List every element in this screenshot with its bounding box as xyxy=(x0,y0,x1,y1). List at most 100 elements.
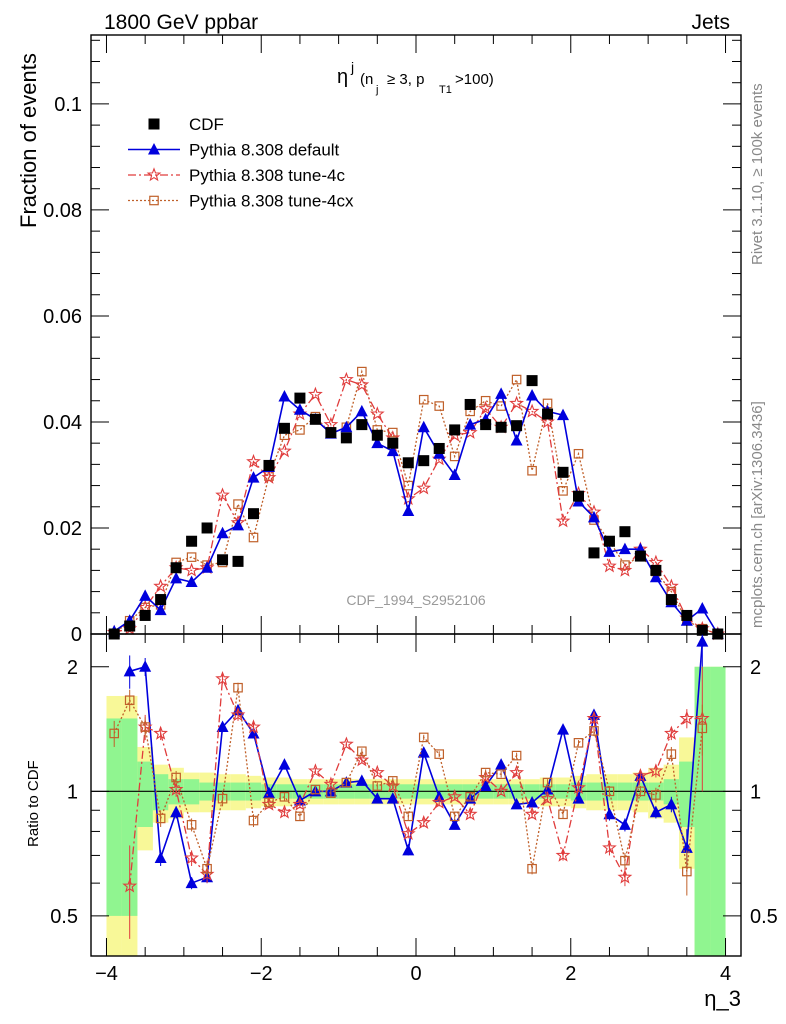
ratio-point-pythia-8-308-tune-4c xyxy=(323,776,339,791)
main-point-pythia-8-308-default xyxy=(618,542,631,555)
main-point-pythia-8-308-tune-4cx xyxy=(248,532,259,543)
ratio-point-pythia-8-308-tune-4c xyxy=(664,725,679,740)
ratio-point-pythia-8-308-default xyxy=(680,841,693,853)
ratio-point-pythia-8-308-default xyxy=(139,660,152,672)
main-point-cdf xyxy=(186,535,198,547)
ratio-point-pythia-8-308-tune-4c xyxy=(122,878,138,893)
ratio-y-tick-label: 1 xyxy=(67,781,78,803)
ratio-point-pythia-8-308-tune-4cx xyxy=(465,792,475,802)
main-point-pythia-8-308-default xyxy=(417,420,430,433)
y-tick-label: 0.08 xyxy=(43,200,82,222)
main-point-cdf xyxy=(681,609,693,621)
ratio-point-pythia-8-308-tune-4cx xyxy=(403,811,414,822)
main-point-pythia-8-308-tune-4c xyxy=(215,487,230,502)
main-point-pythia-8-308-tune-4cx xyxy=(449,451,460,462)
main-point-cdf xyxy=(232,555,244,567)
ratio-point-pythia-8-308-tune-4c xyxy=(493,783,509,798)
green-band-bin xyxy=(137,761,153,827)
main-y-axis-title: Fraction of events xyxy=(16,53,41,228)
main-point-pythia-8-308-tune-4c xyxy=(308,386,323,401)
legend-marker-pythia-8-308-default xyxy=(148,143,160,155)
main-point-cdf xyxy=(201,522,213,534)
main-point-pythia-8-308-tune-4cx xyxy=(233,499,243,509)
main-point-cdf xyxy=(248,508,259,520)
main-point-cdf xyxy=(371,429,383,441)
green-band-bin xyxy=(106,718,122,916)
main-point-cdf xyxy=(603,535,615,547)
main-point-pythia-8-308-default xyxy=(448,468,461,480)
main-point-pythia-8-308-tune-4c xyxy=(540,414,555,429)
ratio-panel-series xyxy=(109,634,710,939)
ratio-point-pythia-8-308-default xyxy=(247,726,260,739)
ratio-point-pythia-8-308-tune-4c xyxy=(633,767,648,783)
ratio-point-pythia-8-308-tune-4c xyxy=(215,671,230,686)
main-point-pythia-8-308-tune-4c xyxy=(664,578,679,593)
main-point-cdf xyxy=(619,526,631,538)
title-eta: η xyxy=(337,66,348,88)
main-point-cdf xyxy=(511,420,523,432)
ratio-point-pythia-8-308-tune-4c xyxy=(277,804,292,819)
main-point-pythia-8-308-tune-4cx xyxy=(357,366,367,377)
y-tick-label: 0.04 xyxy=(43,412,82,434)
ratio-point-pythia-8-308-tune-4cx xyxy=(511,750,522,761)
main-point-pythia-8-308-tune-4c xyxy=(555,513,571,528)
main-point-pythia-8-308-tune-4c xyxy=(416,480,432,495)
axes-and-ticks: −4 −2 0 2 4 0 0.02 0.04 0.06 0.08 0.1 0.5 0.5 1 1 2 2 xyxy=(43,34,778,985)
ratio-point-pythia-8-308-tune-4c xyxy=(555,847,571,862)
title-j-subscript: j xyxy=(375,84,378,96)
main-point-cdf xyxy=(217,554,229,566)
ratio-point-pythia-8-308-tune-4cx xyxy=(233,682,243,693)
ratio-point-pythia-8-308-default xyxy=(216,720,229,733)
main-point-pythia-8-308-tune-4cx xyxy=(186,552,197,562)
ratio-point-pythia-8-308-tune-4cx xyxy=(186,820,197,830)
ratio-point-pythia-8-308-tune-4c xyxy=(679,710,695,725)
main-point-pythia-8-308-default xyxy=(402,504,415,517)
main-point-cdf xyxy=(464,398,476,410)
main-point-cdf xyxy=(387,437,399,449)
header-right-label: Jets xyxy=(691,11,730,34)
ratio-point-pythia-8-308-default xyxy=(170,805,183,818)
legend-marker-pythia-8-308-tune-4c xyxy=(146,167,162,182)
main-point-pythia-8-308-default xyxy=(154,603,167,616)
main-point-pythia-8-308-tune-4c xyxy=(354,377,370,392)
ratio-point-pythia-8-308-default xyxy=(696,635,709,647)
ratio-point-pythia-8-308-tune-4c xyxy=(400,825,416,840)
main-line-pythia-8-308-tune-4c xyxy=(114,378,719,635)
ratio-point-pythia-8-308-tune-4cx xyxy=(682,866,692,877)
ratio-point-pythia-8-308-tune-4cx xyxy=(140,722,150,732)
ratio-point-pythia-8-308-default xyxy=(510,797,523,810)
main-point-cdf xyxy=(356,419,368,431)
ratio-y-tick-label-right: 2 xyxy=(750,657,761,679)
ratio-point-pythia-8-308-tune-4c xyxy=(184,850,199,865)
main-point-pythia-8-308-default xyxy=(603,545,616,557)
ratio-point-pythia-8-308-tune-4c xyxy=(153,725,168,740)
main-point-pythia-8-308-tune-4c xyxy=(602,558,617,573)
legend-label-pythia-8-308-tune-4c: Pythia 8.308 tune-4c xyxy=(189,166,345,185)
ratio-point-pythia-8-308-tune-4c xyxy=(292,796,308,811)
main-point-cdf xyxy=(139,609,151,621)
ratio-point-pythia-8-308-tune-4cx xyxy=(326,788,336,798)
main-point-cdf xyxy=(480,419,492,431)
title-mid: ≥ 3, p xyxy=(387,71,424,88)
ratio-point-pythia-8-308-tune-4cx xyxy=(480,767,491,778)
ratio-point-pythia-8-308-tune-4c xyxy=(369,764,385,779)
main-point-cdf xyxy=(155,594,167,606)
ratio-point-pythia-8-308-tune-4c xyxy=(524,806,540,821)
ratio-point-pythia-8-308-default xyxy=(448,818,461,830)
ratio-point-pythia-8-308-default xyxy=(402,843,415,856)
main-point-pythia-8-308-default xyxy=(247,471,260,483)
main-point-pythia-8-308-default xyxy=(201,561,214,573)
main-point-cdf xyxy=(650,564,662,576)
x-tick-label: 2 xyxy=(565,963,576,985)
main-point-cdf xyxy=(418,455,430,467)
main-line-pythia-8-308-default xyxy=(113,392,719,635)
main-point-pythia-8-308-default xyxy=(649,570,662,583)
ratio-point-pythia-8-308-tune-4cx xyxy=(217,793,228,804)
main-point-pythia-8-308-default xyxy=(139,589,152,601)
ratio-point-pythia-8-308-default xyxy=(557,723,570,735)
main-point-cdf xyxy=(124,620,136,632)
ratio-point-pythia-8-308-tune-4c xyxy=(586,710,602,725)
ratio-point-pythia-8-308-tune-4c xyxy=(339,736,354,751)
legend: CDF Pythia 8.308 default Pythia 8.308 tune… xyxy=(128,115,354,211)
y-tick-label: 0.1 xyxy=(54,94,82,116)
